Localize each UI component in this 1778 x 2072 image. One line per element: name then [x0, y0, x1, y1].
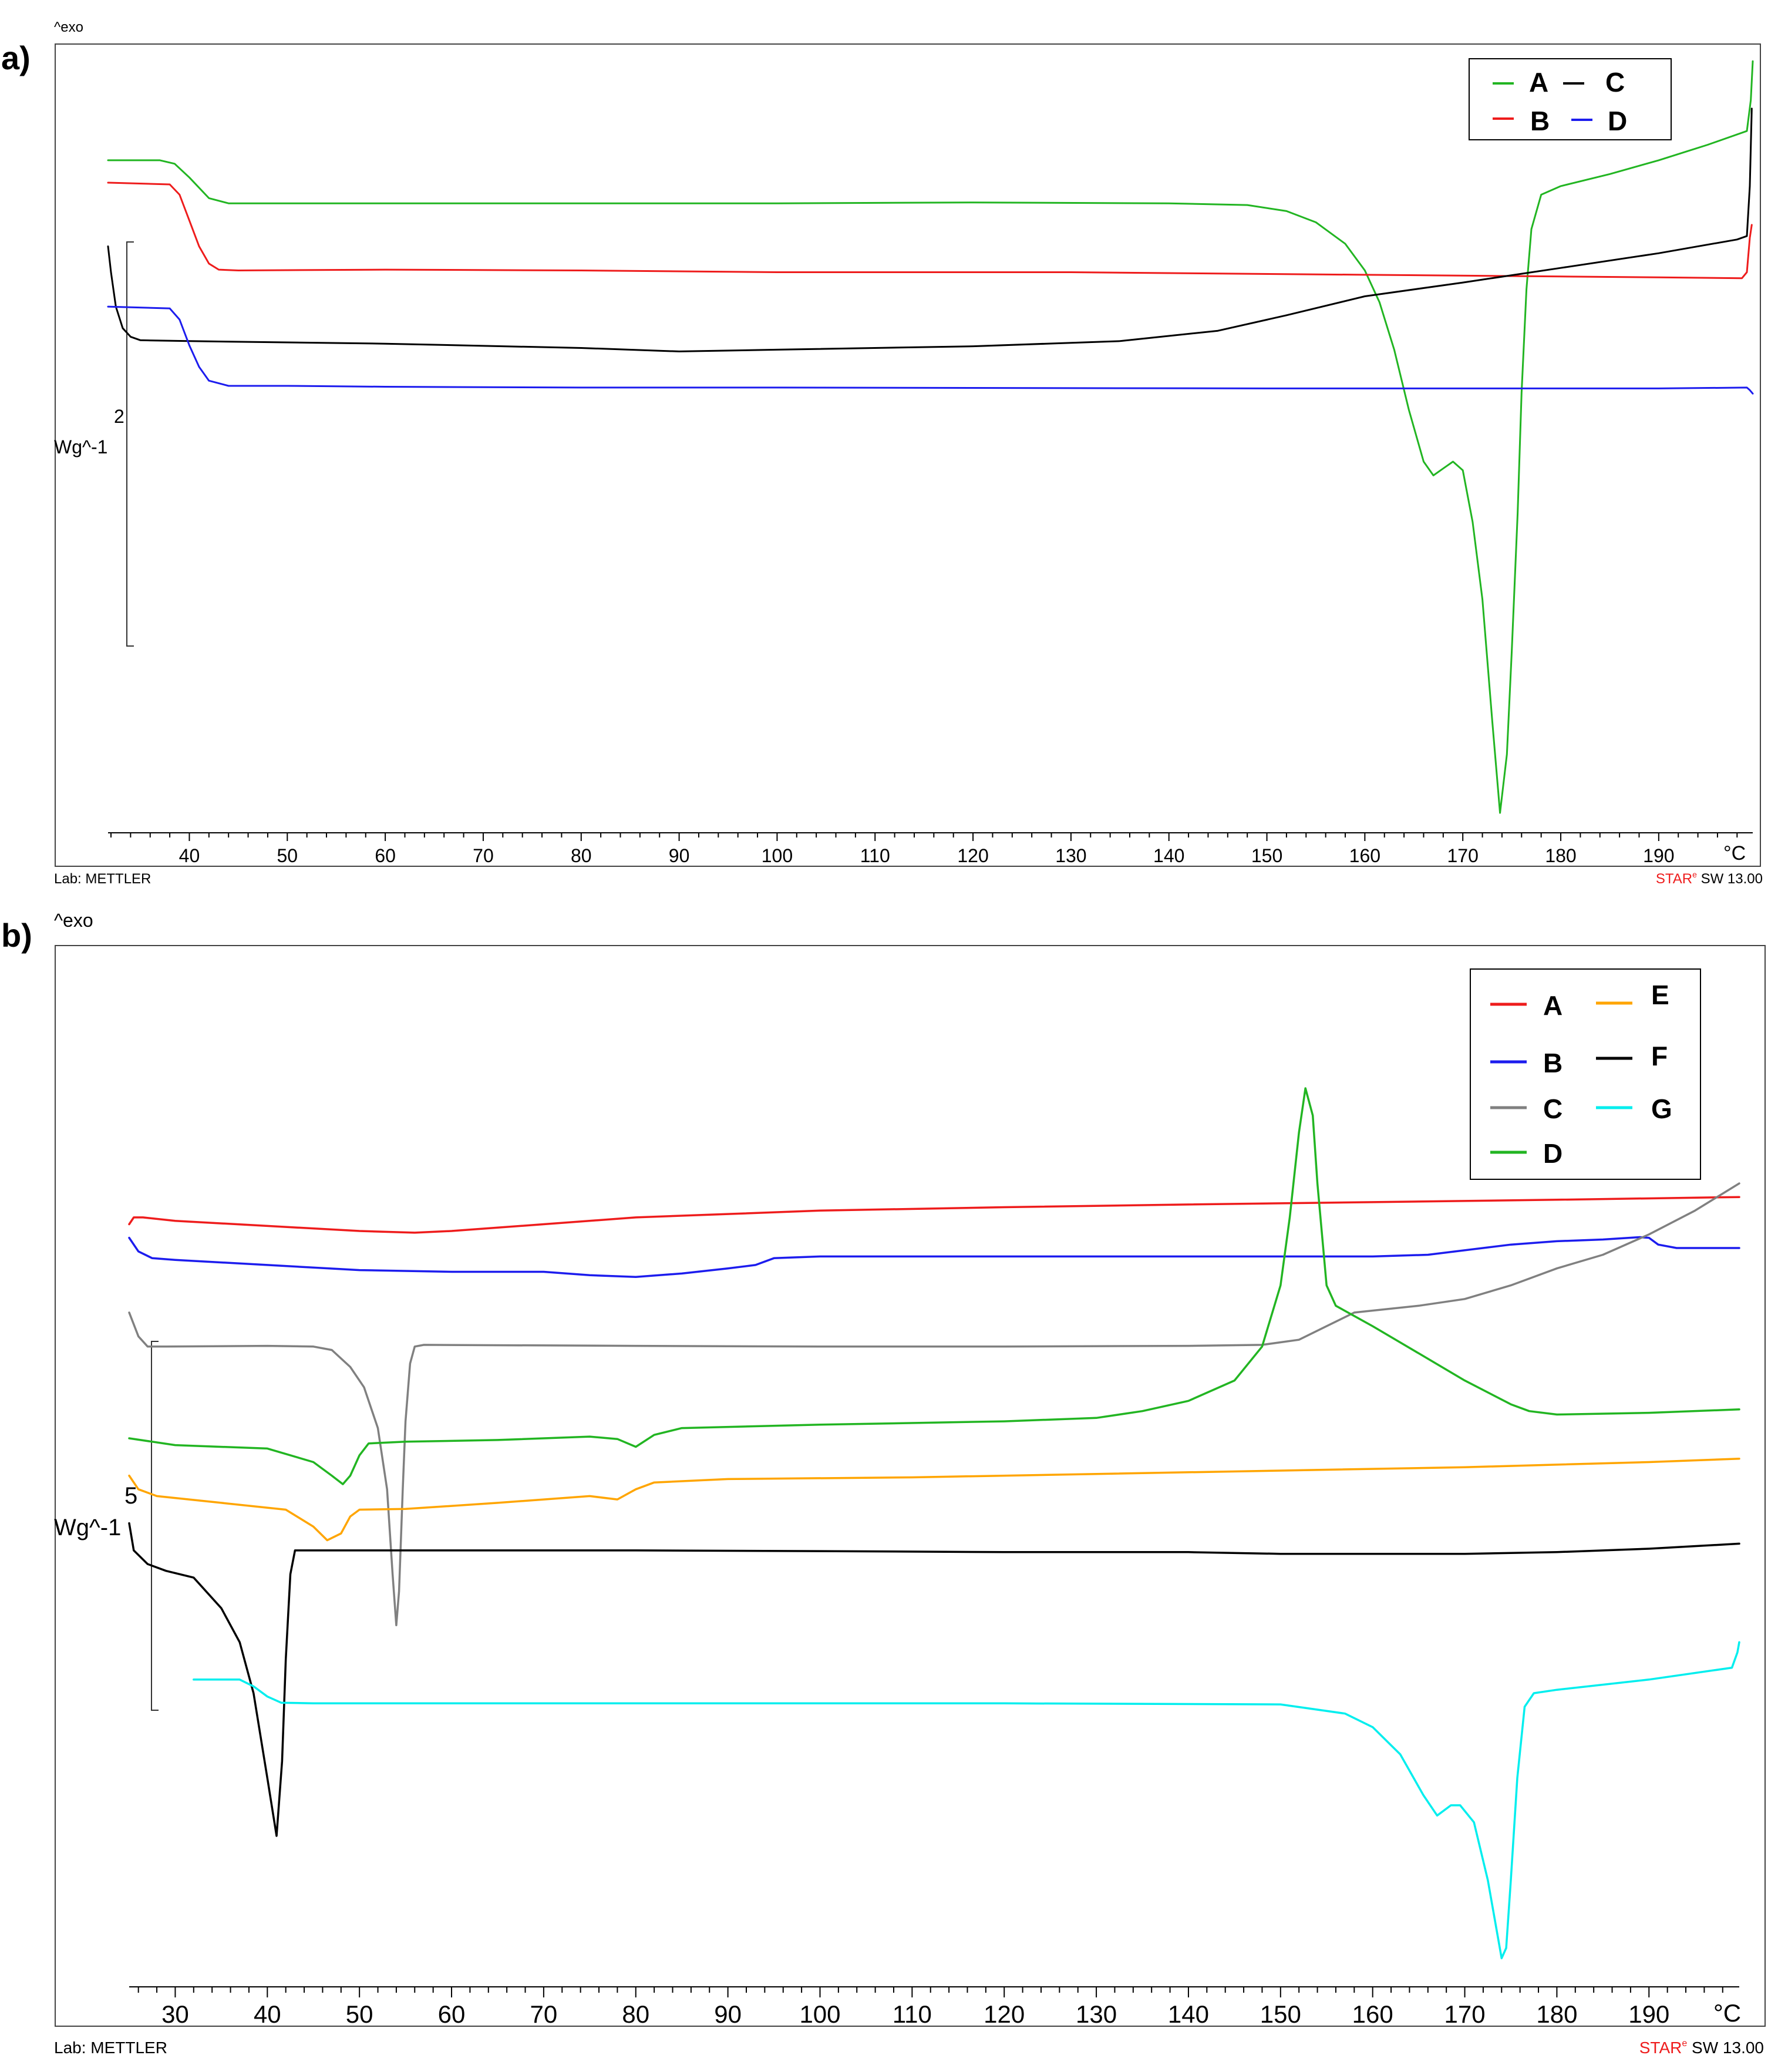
x-tick-label: 70	[530, 2000, 558, 2028]
legend-label-B: B	[1530, 106, 1550, 136]
panel-b-exo-label: ^exo	[54, 910, 93, 931]
x-tick-label: 140	[1168, 2000, 1209, 2028]
legend-label-D: D	[1608, 106, 1627, 136]
legend-label-C: C	[1605, 67, 1625, 97]
panel-a-scale-value: 2	[114, 406, 124, 427]
panel-a-footer-software: STARe SW 13.00	[1656, 870, 1763, 887]
legend-label-C: C	[1543, 1094, 1563, 1124]
x-tick-label: 150	[1251, 845, 1282, 866]
x-tick-label: 110	[893, 2000, 932, 2028]
legend-label-A: A	[1543, 990, 1563, 1021]
legend-label-G: G	[1651, 1094, 1672, 1124]
x-tick-label: 70	[473, 845, 494, 866]
x-tick-label: 170	[1444, 2000, 1486, 2028]
panel-a: a) ^exo 2 Wg^-1 40 50 60 70 80 90 100 110 120 130…	[1, 19, 1763, 887]
x-tick-label: 140	[1153, 845, 1184, 866]
x-tick-label: 160	[1352, 2000, 1393, 2028]
panel-a-series-group	[107, 60, 1754, 814]
x-tick-label: 40	[179, 845, 200, 866]
panel-a-legend: A B C D	[1469, 58, 1672, 140]
panel-b-x-axis: 30 40 50 60 70 80 90 100 110 120 130 140 150 160 170 18…	[129, 1986, 1739, 2028]
panel-a-x-axis: 40 50 60 70 80 90 100 110 120 130 140 150 160 170 180 1…	[108, 832, 1753, 866]
panel-a-footer-star-e: e	[1692, 870, 1697, 879]
series-line-B	[107, 181, 1753, 280]
x-tick-label: 60	[438, 2000, 466, 2028]
panel-b-scale-value: 5	[124, 1483, 137, 1509]
x-tick-label: 150	[1260, 2000, 1301, 2028]
legend-label-A: A	[1529, 67, 1548, 97]
x-tick-label: 100	[762, 845, 793, 866]
x-tick-label: 180	[1545, 845, 1576, 866]
panel-a-scale-unit: Wg^-1	[54, 436, 107, 458]
x-tick-label: 190	[1643, 845, 1674, 866]
legend-label-E: E	[1651, 980, 1669, 1010]
series-line-F	[128, 1522, 1740, 1837]
x-tick-label: 90	[714, 2000, 742, 2028]
x-tick-label: 130	[1076, 2000, 1117, 2028]
x-tick-label: 180	[1536, 2000, 1577, 2028]
x-tick-label: 40	[254, 2000, 281, 2028]
panel-b-series-group	[128, 1087, 1740, 1960]
panel-a-exo-label: ^exo	[54, 19, 83, 35]
series-line-B	[128, 1236, 1740, 1278]
x-tick-label: 80	[571, 845, 592, 866]
panel-b-footer-star-e: e	[1682, 2039, 1687, 2049]
panel-b-scale-unit: Wg^-1	[54, 1515, 121, 1540]
panel-a-label: a)	[1, 39, 31, 76]
x-tick-label: 130	[1055, 845, 1086, 866]
series-line-D	[128, 1087, 1740, 1485]
x-tick-label: 80	[622, 2000, 649, 2028]
x-tick-label: 100	[799, 2000, 840, 2028]
panel-b-footer-star: STAR	[1639, 2039, 1682, 2057]
legend-label-B: B	[1543, 1048, 1563, 1078]
x-tick-label: 110	[860, 845, 890, 866]
x-tick-label: 50	[346, 2000, 373, 2028]
series-line-A	[128, 1196, 1740, 1234]
x-tick-label: 120	[957, 845, 988, 866]
panel-a-scale-bar: 2 Wg^-1	[54, 241, 134, 647]
series-line-C	[128, 1182, 1740, 1626]
x-tick-label: 60	[375, 845, 396, 866]
panel-b-footer-version: SW 13.00	[1687, 2039, 1764, 2057]
legend-label-F: F	[1651, 1041, 1668, 1071]
panel-a-x-unit: °C	[1723, 842, 1746, 865]
x-tick-label: 160	[1349, 845, 1380, 866]
x-tick-label: 170	[1447, 845, 1479, 866]
panel-a-legend-box	[1469, 58, 1672, 140]
panel-a-footer-version: SW 13.00	[1697, 871, 1763, 887]
panel-b-legend: A B C D E F G	[1470, 968, 1701, 1180]
panel-b-x-unit: °C	[1713, 1999, 1741, 2027]
series-line-A	[107, 60, 1754, 814]
panel-b: b) ^exo 5 Wg^-1 30 40 50 60 70 80 90 100 110 120 1…	[1, 910, 1766, 2057]
x-tick-label: 190	[1628, 2000, 1669, 2028]
panel-b-label: b)	[1, 917, 32, 954]
series-line-D	[107, 305, 1754, 395]
panel-a-scale-bracket	[126, 241, 134, 647]
x-tick-label: 90	[669, 845, 690, 866]
x-tick-label: 30	[161, 2000, 189, 2028]
panel-a-footer-lab: Lab: METTLER	[54, 871, 151, 887]
x-tick-label: 120	[984, 2000, 1025, 2028]
legend-label-D: D	[1543, 1138, 1563, 1169]
panel-a-footer-star: STAR	[1656, 871, 1692, 887]
series-line-E	[128, 1457, 1740, 1542]
series-line-G	[193, 1641, 1740, 1960]
panel-b-footer-lab: Lab: METTLER	[54, 2039, 167, 2057]
series-line-C	[107, 107, 1753, 352]
x-tick-label: 50	[277, 845, 298, 866]
panel-b-scale-bar: 5 Wg^-1	[54, 1341, 159, 1711]
panel-b-footer-software: STARe SW 13.00	[1639, 2039, 1764, 2057]
panel-b-scale-bracket	[151, 1341, 159, 1711]
panel-a-plot-frame	[55, 43, 1761, 867]
